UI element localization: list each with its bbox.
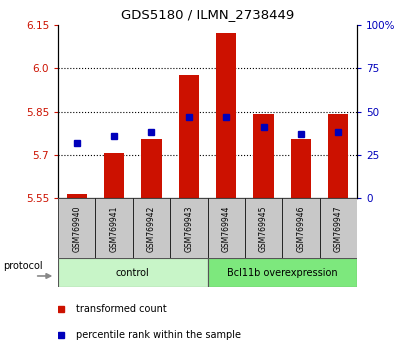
Text: GSM769942: GSM769942: [147, 205, 156, 252]
Bar: [141, 139, 162, 198]
Bar: [328, 114, 349, 198]
Bar: [95, 198, 133, 258]
Bar: [133, 198, 170, 258]
Text: transformed count: transformed count: [76, 304, 167, 314]
Bar: [208, 258, 357, 287]
Bar: [178, 75, 199, 198]
Text: control: control: [116, 268, 150, 278]
Text: GSM769945: GSM769945: [259, 205, 268, 252]
Bar: [290, 139, 311, 198]
Text: GSM769943: GSM769943: [184, 205, 193, 252]
Bar: [216, 34, 237, 198]
Text: percentile rank within the sample: percentile rank within the sample: [76, 330, 241, 340]
Title: GDS5180 / ILMN_2738449: GDS5180 / ILMN_2738449: [121, 8, 294, 21]
Bar: [208, 198, 245, 258]
Bar: [320, 198, 357, 258]
Text: GSM769944: GSM769944: [222, 205, 231, 252]
Text: GSM769946: GSM769946: [296, 205, 305, 252]
Bar: [66, 194, 87, 198]
Bar: [245, 198, 282, 258]
Text: protocol: protocol: [3, 261, 42, 272]
Bar: [58, 258, 208, 287]
Text: Bcl11b overexpression: Bcl11b overexpression: [227, 268, 337, 278]
Text: GSM769947: GSM769947: [334, 205, 343, 252]
Bar: [170, 198, 208, 258]
Text: GSM769940: GSM769940: [72, 205, 81, 252]
Text: GSM769941: GSM769941: [110, 205, 119, 252]
Bar: [104, 153, 124, 198]
Bar: [282, 198, 320, 258]
Bar: [58, 198, 95, 258]
Bar: [253, 114, 274, 198]
